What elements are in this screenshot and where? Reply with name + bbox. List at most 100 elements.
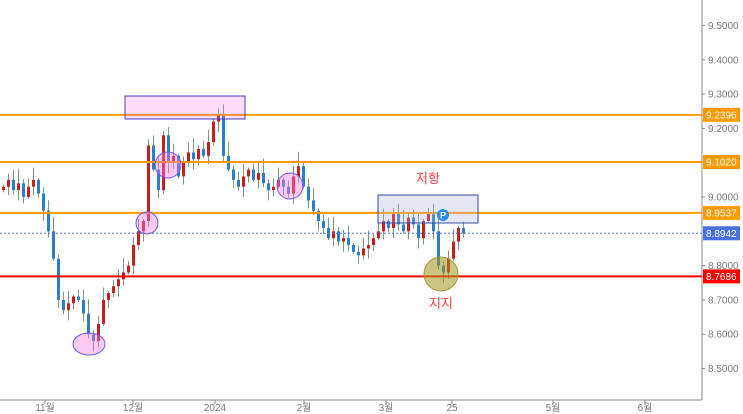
candle-body — [387, 221, 390, 228]
candle — [232, 165, 235, 189]
candle — [267, 179, 270, 201]
candle-body — [407, 217, 410, 232]
candle — [122, 258, 125, 286]
candle-body — [147, 145, 150, 222]
candle — [72, 294, 75, 310]
candle — [167, 127, 170, 173]
candle — [292, 166, 295, 204]
candle-body — [57, 258, 60, 300]
candle-body — [342, 238, 345, 242]
candle — [2, 184, 5, 193]
price-level-label: 8.8942 — [706, 229, 737, 240]
candle — [227, 141, 230, 172]
candle — [77, 290, 80, 302]
candle — [427, 207, 430, 224]
price-level-badge — [703, 107, 740, 122]
candle — [132, 236, 135, 274]
candle — [342, 229, 345, 252]
candle — [152, 135, 155, 172]
support-circle — [423, 256, 459, 292]
candle — [312, 188, 315, 215]
candle — [277, 167, 280, 189]
candle-body — [87, 313, 90, 335]
highlight-circle-dec — [154, 151, 182, 179]
y-tick-label: 8.5000 — [708, 364, 739, 375]
candle-body — [337, 231, 340, 242]
candle-body — [267, 183, 270, 191]
candle-body — [262, 172, 265, 184]
candle-body — [197, 148, 200, 160]
price-level-badge — [703, 226, 740, 241]
candle-body — [132, 245, 135, 266]
candle — [112, 280, 115, 298]
candle-body — [32, 179, 35, 187]
candle-body — [317, 210, 320, 222]
candle-body — [27, 186, 30, 197]
candle — [347, 225, 350, 252]
candle-body — [277, 179, 280, 187]
candle-body — [347, 238, 350, 246]
candle — [252, 163, 255, 182]
candle-body — [112, 286, 115, 294]
x-tick-label: 2024 — [204, 403, 227, 414]
candle — [87, 299, 90, 339]
candle-body — [242, 176, 245, 187]
candle — [17, 168, 20, 201]
candle-body — [362, 248, 365, 256]
candle — [257, 162, 260, 189]
candle-body — [167, 135, 170, 163]
annotations: P 저항 지지 — [72, 95, 479, 356]
candle — [302, 162, 305, 189]
candle — [67, 290, 70, 321]
x-tick-label: 12월 — [123, 402, 143, 414]
p-marker-icon: P — [437, 209, 449, 221]
candle — [187, 142, 190, 167]
x-tick-label: 25 — [446, 403, 458, 414]
candle — [282, 177, 285, 195]
candle — [212, 119, 215, 147]
candle-body — [292, 176, 295, 194]
resistance-label: 저항 — [416, 171, 440, 186]
y-tick-label: 8.7000 — [708, 295, 739, 306]
candle — [332, 216, 335, 247]
candle — [142, 218, 145, 242]
candle-body — [297, 166, 300, 177]
candle-body — [302, 166, 305, 187]
candle-body — [377, 231, 380, 239]
candle-body — [357, 251, 360, 256]
y-axis: 9.5000 9.4000 9.3000 9.2000 9.0000 8.8000 8.70… — [701, 0, 739, 400]
candle-body — [312, 200, 315, 211]
candle — [272, 178, 275, 197]
candle-body — [282, 179, 285, 187]
candle-body — [137, 231, 140, 246]
price-level-label: 9.1020 — [706, 158, 737, 169]
candle — [207, 129, 210, 165]
price-levels: 9.2396 9.1020 8.9537 8.8942 8.7686 — [0, 107, 740, 284]
candle-body — [382, 221, 385, 232]
candle-body — [402, 224, 405, 232]
support-label: 지지 — [429, 296, 453, 311]
candle-body — [332, 231, 335, 239]
candle — [32, 167, 35, 195]
candle — [297, 151, 300, 183]
candle-body — [17, 183, 20, 191]
candle — [242, 164, 245, 197]
candle-body — [172, 155, 175, 163]
candle-body — [67, 303, 70, 311]
candle — [287, 180, 290, 198]
y-tick-label: 9.2000 — [708, 124, 739, 135]
candle-body — [7, 179, 10, 187]
candle-body — [152, 145, 155, 170]
candle-body — [72, 296, 75, 304]
candle — [417, 212, 420, 249]
y-tick-label: 9.3000 — [708, 90, 739, 101]
price-level-label: 8.9537 — [706, 208, 737, 219]
candle-body — [52, 231, 55, 259]
x-tick-label: 2월 — [297, 402, 312, 414]
candle-body — [62, 299, 65, 311]
candle-body — [457, 227, 460, 242]
candle — [322, 214, 325, 235]
candle — [387, 218, 390, 232]
candle-body — [237, 179, 240, 187]
